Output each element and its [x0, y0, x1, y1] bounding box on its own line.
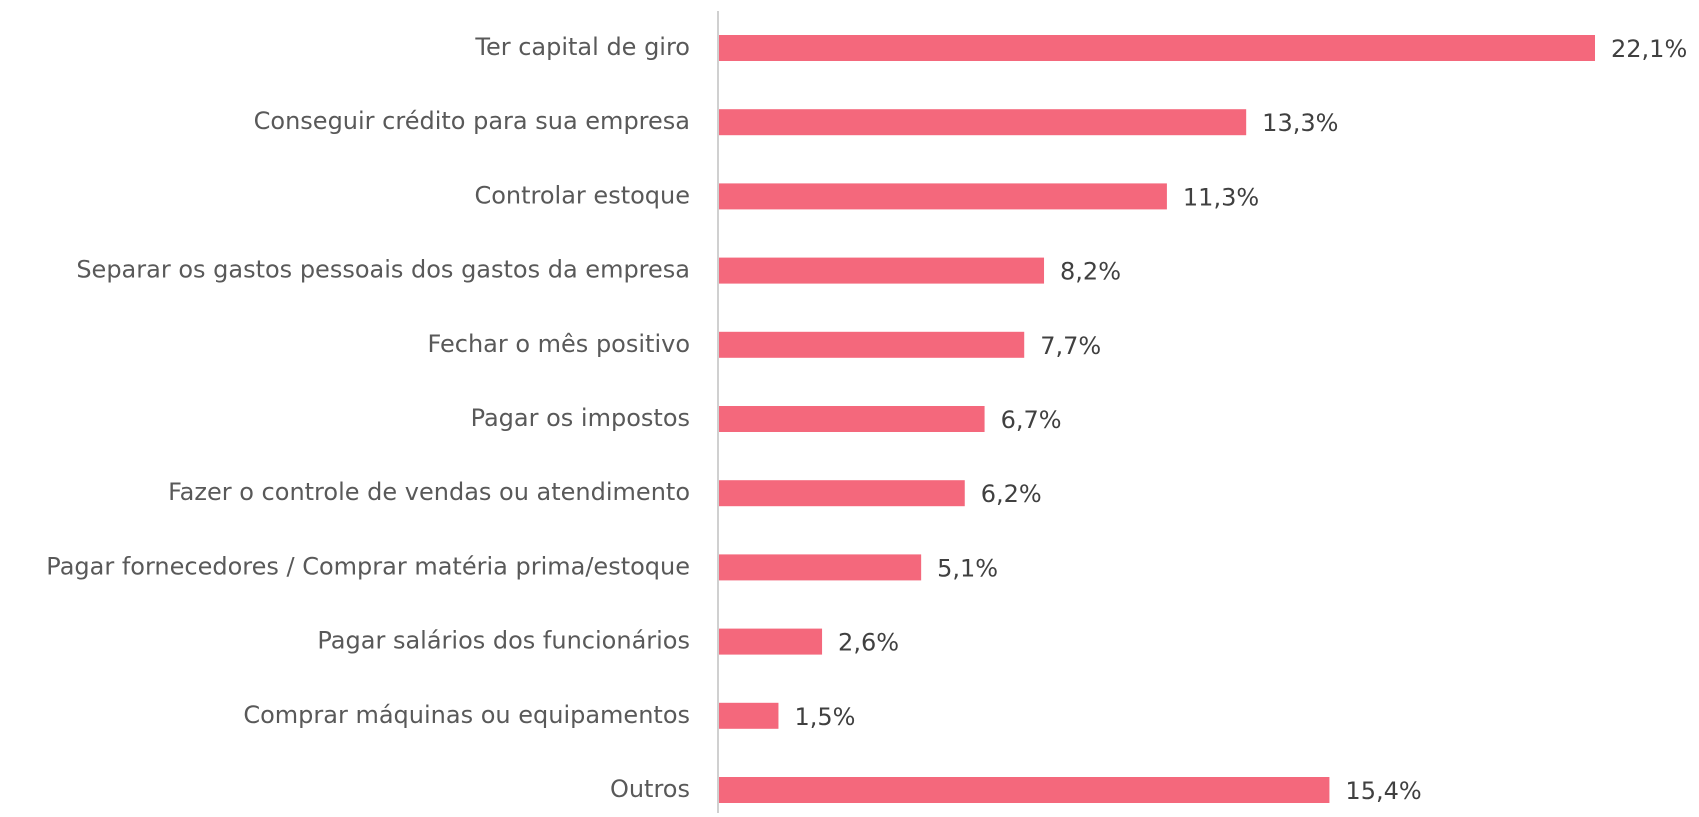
value-label: 13,3%: [1262, 109, 1338, 137]
value-label: 2,6%: [838, 629, 899, 657]
value-label: 15,4%: [1345, 777, 1421, 805]
value-label: 8,2%: [1060, 258, 1121, 286]
bar: [719, 183, 1167, 210]
value-label: 1,5%: [794, 703, 855, 731]
category-label: Fechar o mês positivo: [427, 330, 690, 358]
category-label: Outros: [610, 775, 690, 803]
value-label: 5,1%: [937, 554, 998, 582]
bar: [719, 702, 779, 729]
bar: [719, 109, 1247, 136]
category-label: Pagar os impostos: [471, 404, 690, 432]
value-label: 7,7%: [1040, 332, 1101, 360]
bar: [719, 331, 1025, 358]
category-label: Controlar estoque: [474, 181, 690, 209]
bar: [719, 480, 965, 507]
bar: [719, 257, 1045, 284]
bar: [719, 554, 922, 581]
value-label: 11,3%: [1183, 183, 1259, 211]
bar: [719, 35, 1595, 61]
value-label: 6,7%: [1001, 406, 1062, 434]
category-label: Conseguir crédito para sua empresa: [254, 107, 690, 135]
value-label: 22,1%: [1611, 35, 1687, 63]
category-label: Pagar salários dos funcionários: [317, 627, 690, 655]
category-label: Ter capital de giro: [474, 33, 690, 61]
bar: [719, 777, 1330, 803]
bar: [719, 628, 823, 655]
category-label: Pagar fornecedores / Comprar matéria pri…: [46, 552, 690, 580]
bar: [719, 406, 985, 432]
value-label: 6,2%: [981, 480, 1042, 508]
category-label: Separar os gastos pessoais dos gastos da…: [76, 256, 690, 284]
category-label: Comprar máquinas ou equipamentos: [243, 701, 690, 729]
category-label: Fazer o controle de vendas ou atendiment…: [168, 478, 690, 506]
